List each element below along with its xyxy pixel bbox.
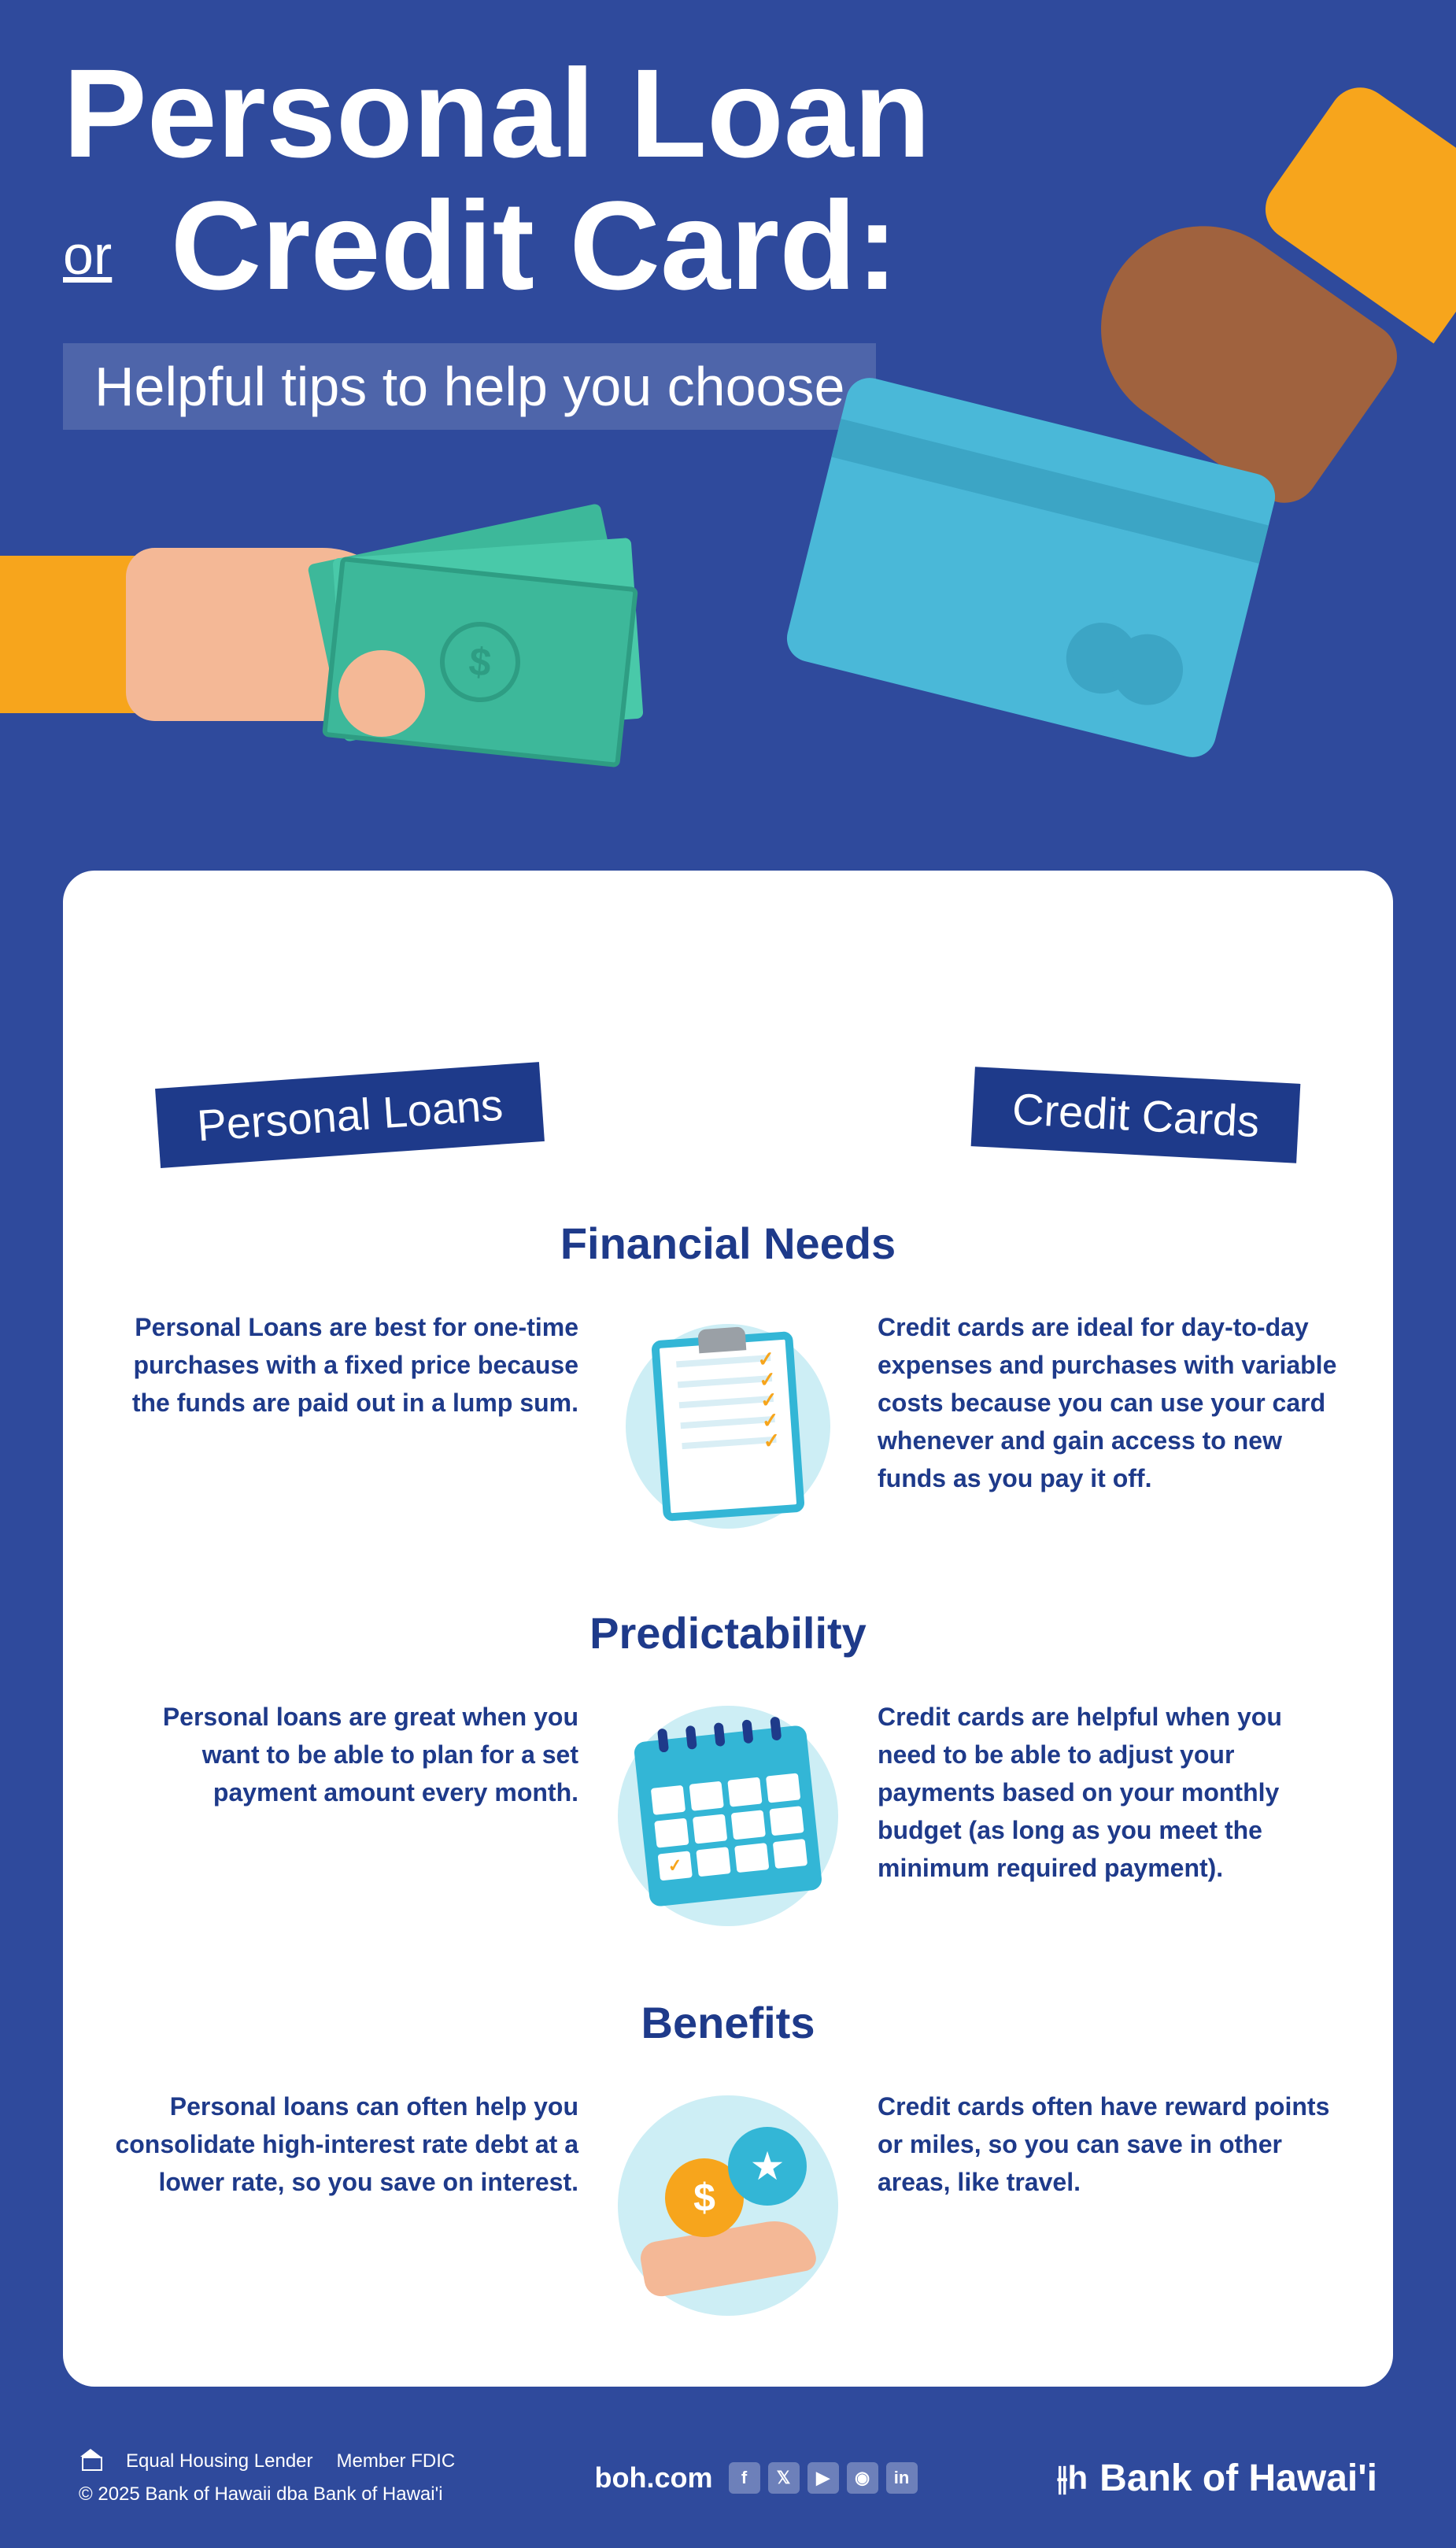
footer-brand: ⫲h Bank of Hawai'i <box>1057 2457 1377 2500</box>
brand-name: Bank of Hawai'i <box>1099 2457 1377 2500</box>
social-icon[interactable]: in <box>886 2462 918 2494</box>
copyright-text: © 2025 Bank of Hawaii dba Bank of Hawai'… <box>79 2480 455 2509</box>
section-left-text: Personal loans can often help you consol… <box>110 2088 578 2201</box>
title-line1: Personal Loan <box>63 43 931 183</box>
clipboard-icon <box>610 1308 846 1544</box>
section-heading: Financial Needs <box>110 1218 1346 1269</box>
section-benefits: Benefits Personal loans can often help yo… <box>110 1997 1346 2324</box>
website-text: boh.com <box>595 2461 713 2494</box>
member-fdic-text: Member FDIC <box>337 2447 456 2476</box>
section-right-text: Credit cards often have reward points or… <box>878 2088 1346 2201</box>
content-card: Personal Loans Credit Cards Financial Ne… <box>63 871 1393 2387</box>
subtitle: Helpful tips to help you choose <box>63 343 876 430</box>
section-right-text: Credit cards are helpful when you need t… <box>878 1698 1346 1887</box>
label-personal-loans: Personal Loans <box>155 1062 545 1168</box>
hero-section: Personal Loan or Credit Card: Helpful ti… <box>0 0 1456 871</box>
brand-logo-icon: ⫲h <box>1057 2459 1088 2498</box>
social-icon[interactable]: ◉ <box>847 2462 878 2494</box>
social-icons: f𝕏▶◉in <box>729 2462 918 2494</box>
hero-illustration <box>63 477 1393 871</box>
section-heading: Predictability <box>110 1607 1346 1659</box>
social-icon[interactable]: 𝕏 <box>768 2462 800 2494</box>
hand-coins-icon: $★ <box>610 2088 846 2324</box>
footer: Equal Housing Lender Member FDIC © 2025 … <box>0 2408 1456 2548</box>
section-left-text: Personal loans are great when you want t… <box>110 1698 578 1811</box>
section-financial-needs: Financial Needs Personal Loans are best f… <box>110 1218 1346 1544</box>
section-right-text: Credit cards are ideal for day-to-day ex… <box>878 1308 1346 1497</box>
section-predictability: Predictability Personal loans are great w… <box>110 1607 1346 1934</box>
footer-legal: Equal Housing Lender Member FDIC © 2025 … <box>79 2447 455 2509</box>
footer-center: boh.com f𝕏▶◉in <box>595 2461 918 2494</box>
equal-housing-text: Equal Housing Lender <box>126 2447 313 2476</box>
social-icon[interactable]: f <box>729 2462 760 2494</box>
calendar-icon <box>610 1698 846 1934</box>
column-labels: Personal Loans Credit Cards <box>110 871 1346 1155</box>
title-or: or <box>63 224 112 286</box>
title-line2: Credit Card: <box>171 175 899 316</box>
equal-housing-icon <box>79 2452 102 2471</box>
section-heading: Benefits <box>110 1997 1346 2048</box>
section-left-text: Personal Loans are best for one-time pur… <box>110 1308 578 1422</box>
social-icon[interactable]: ▶ <box>807 2462 839 2494</box>
label-credit-cards: Credit Cards <box>970 1067 1300 1163</box>
infographic-page: Personal Loan or Credit Card: Helpful ti… <box>0 0 1456 2548</box>
